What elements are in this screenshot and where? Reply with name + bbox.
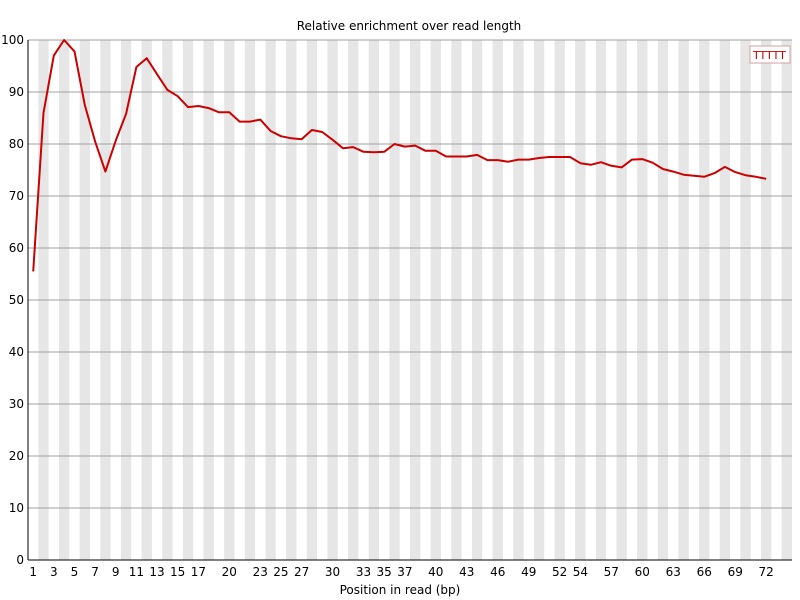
x-tick-label: 49 (521, 565, 536, 579)
x-tick-label: 43 (459, 565, 474, 579)
x-tick-label: 40 (428, 565, 443, 579)
series-line (32, 39, 767, 272)
y-tick-label: 40 (9, 345, 24, 359)
legend: TTTTT (749, 45, 791, 64)
y-tick-label: 80 (9, 137, 24, 151)
legend-box (749, 45, 791, 64)
x-tick-label: 7 (91, 565, 99, 579)
x-tick-label: 54 (573, 565, 588, 579)
y-tick-label: 100 (1, 33, 24, 47)
x-tick-label: 35 (377, 565, 392, 579)
x-tick-label: 3 (50, 565, 58, 579)
x-tick-label: 30 (325, 565, 340, 579)
y-tick-label: 50 (9, 293, 24, 307)
x-tick-label: 66 (697, 565, 712, 579)
y-tick-labels: 0 10 20 30 40 50 60 70 80 90 100 (1, 33, 24, 567)
x-tick-label: 33 (356, 565, 371, 579)
axes (27, 40, 792, 561)
x-tick-label: 72 (759, 565, 774, 579)
x-tick-label: 13 (149, 565, 164, 579)
y-tick-label: 0 (16, 553, 24, 567)
y-tick-label: 30 (9, 397, 24, 411)
x-tick-label: 27 (294, 565, 309, 579)
x-tick-label: 69 (728, 565, 743, 579)
y-tick-label: 90 (9, 85, 24, 99)
x-tick-label: 15 (170, 565, 185, 579)
x-tick-label: 11 (129, 565, 144, 579)
y-tick-label: 20 (9, 449, 24, 463)
x-tick-label: 17 (191, 565, 206, 579)
x-tick-label: 37 (397, 565, 412, 579)
y-tick-label: 10 (9, 501, 24, 515)
series-lines (32, 39, 767, 272)
x-tick-label: 20 (222, 565, 237, 579)
x-tick-label: 57 (604, 565, 619, 579)
x-tick-label: 5 (71, 565, 79, 579)
y-tick-label: 70 (9, 189, 24, 203)
x-axis-title: Position in read (bp) (340, 583, 461, 597)
x-tick-label: 46 (490, 565, 505, 579)
x-tick-label: 9 (112, 565, 120, 579)
x-tick-label: 52 (552, 565, 567, 579)
x-tick-labels: 1 3 5 7 9 11 13 15 17 20 23 25 27 30 33 35 37 40 43 46 49 52 5… (29, 565, 773, 579)
legend-label: TTTTT (752, 49, 786, 62)
x-tick-label: 60 (635, 565, 650, 579)
x-tick-label: 25 (273, 565, 288, 579)
chart-title: Relative enrichment over read length (297, 19, 522, 33)
x-tick-label: 1 (29, 565, 37, 579)
y-tick-label: 60 (9, 241, 24, 255)
x-tick-label: 63 (666, 565, 681, 579)
x-tick-label: 23 (253, 565, 268, 579)
gridlines (28, 39, 792, 509)
